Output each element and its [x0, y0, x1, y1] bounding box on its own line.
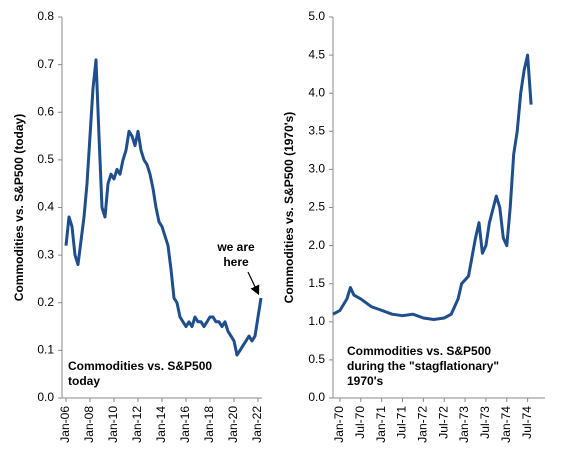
- y-tick-label: 0.1: [37, 343, 54, 357]
- y-tick-label: 4.0: [308, 85, 325, 99]
- x-tick-label: Jan-16: [178, 406, 192, 443]
- x-tick-label: Jul-70: [353, 406, 367, 439]
- x-tick-label: Jan-22: [250, 406, 264, 443]
- x-tick-label: Jul-72: [436, 406, 450, 439]
- y-tick-label: 0.3: [37, 247, 54, 261]
- x-tick-label: Jan-73: [457, 406, 471, 443]
- x-tick-label: Jan-12: [130, 406, 144, 443]
- x-tick-label: Jan-70: [332, 406, 346, 443]
- x-tick-label: Jan-06: [58, 406, 72, 443]
- annotation: we are: [216, 240, 255, 254]
- x-tick-label: Jan-10: [106, 406, 120, 443]
- y-tick-label: 0.0: [37, 390, 54, 404]
- y-axis-label: Commodities vs. S&P500 (1970's): [282, 112, 296, 304]
- x-tick-label: Jan-14: [154, 406, 168, 443]
- x-tick-label: Jul-74: [520, 406, 534, 439]
- caption: today: [68, 374, 100, 388]
- y-tick-label: 0.0: [308, 390, 325, 404]
- y-tick-label: 0.7: [37, 57, 54, 71]
- y-tick-label: 3.5: [308, 123, 325, 137]
- y-tick-label: 1.5: [308, 276, 325, 290]
- y-tick-label: 1.0: [308, 314, 325, 328]
- x-tick-label: Jul-71: [395, 406, 409, 439]
- y-tick-label: 0.5: [308, 352, 325, 366]
- data-line: [332, 53, 533, 321]
- x-tick-label: Jan-20: [226, 406, 240, 443]
- annotation: here: [223, 255, 249, 269]
- x-tick-label: Jan-08: [82, 406, 96, 443]
- caption: Commodities vs. S&P500: [68, 359, 212, 373]
- y-tick-label: 2.0: [308, 238, 325, 252]
- caption: 1970's: [347, 374, 384, 388]
- annotation-arrow: [247, 271, 260, 296]
- y-axis-label: Commodities vs. S&P500 (today): [12, 114, 26, 301]
- x-tick-label: Jul-73: [478, 406, 492, 439]
- x-tick-label: Jan-72: [416, 406, 430, 443]
- y-tick-label: 0.6: [37, 104, 54, 118]
- y-tick-label: 4.5: [308, 47, 325, 61]
- y-tick-label: 2.5: [308, 200, 325, 214]
- y-tick-label: 0.5: [37, 152, 54, 166]
- data-line: [64, 58, 263, 357]
- y-tick-label: 0.4: [37, 200, 54, 214]
- x-tick-label: Jan-71: [374, 406, 388, 443]
- y-tick-label: 3.0: [308, 162, 325, 176]
- caption: Commodities vs. S&P500: [347, 344, 491, 358]
- caption: during the "stagflationary": [347, 359, 499, 373]
- x-tick-label: Jan-74: [499, 406, 513, 443]
- y-tick-label: 0.2: [37, 295, 54, 309]
- x-tick-label: Jan-18: [202, 406, 216, 443]
- y-tick-label: 5.0: [308, 9, 325, 23]
- y-tick-label: 0.8: [37, 9, 54, 23]
